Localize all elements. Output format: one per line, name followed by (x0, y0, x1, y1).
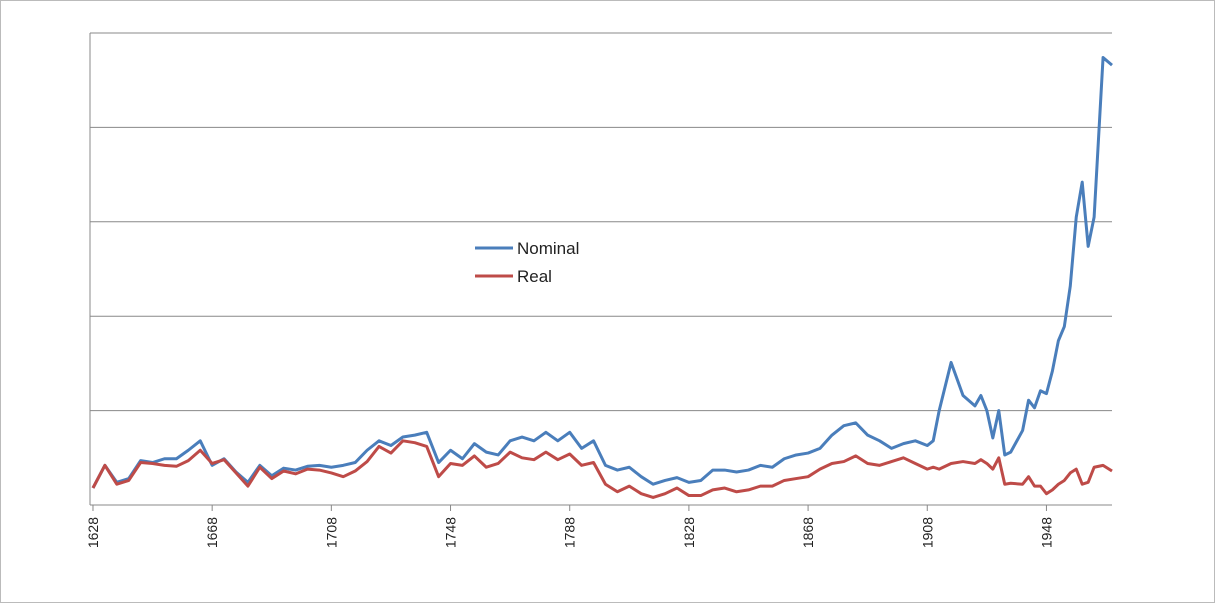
x-tick-label: 1628 (85, 517, 101, 548)
x-tick-label: 1828 (681, 517, 697, 548)
x-tick-label: 1868 (800, 517, 816, 548)
x-tick-label: 1788 (562, 517, 578, 548)
legend-label: Nominal (517, 239, 579, 258)
x-tick-label: 1748 (443, 517, 459, 548)
x-tick-label: 1708 (323, 517, 339, 548)
legend-label: Real (517, 267, 552, 286)
line-series (91, 56, 1113, 489)
line-series (91, 439, 1113, 499)
x-tick-label: 1668 (204, 517, 220, 548)
x-tick-label: 1948 (1038, 517, 1054, 548)
x-tick-label: 1908 (919, 517, 935, 548)
